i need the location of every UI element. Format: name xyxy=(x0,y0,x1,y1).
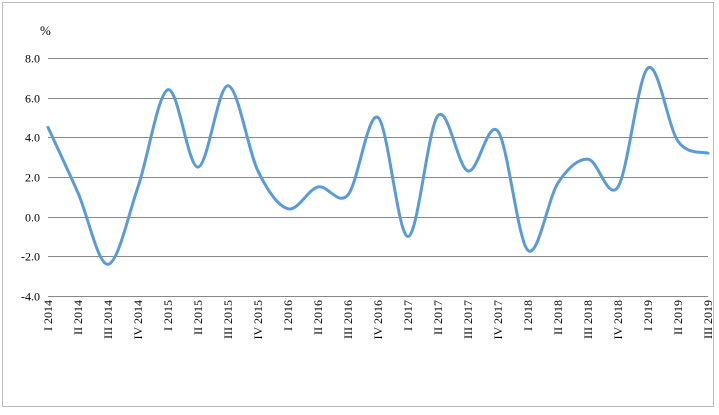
x-tick-label: I 2015 xyxy=(161,300,175,331)
x-tick-label: II 2014 xyxy=(71,300,85,335)
y-tick-label: -4.0 xyxy=(21,290,40,304)
x-tick-label: II 2016 xyxy=(311,300,325,335)
x-tick-label: IV 2015 xyxy=(251,300,265,339)
x-tick-label: IV 2018 xyxy=(611,300,625,339)
x-tick-label: III 2015 xyxy=(221,300,235,339)
x-tick-label: II 2017 xyxy=(431,300,445,335)
x-tick-label: I 2019 xyxy=(641,300,655,331)
x-tick-label: I 2018 xyxy=(521,300,535,331)
y-axis-tick-labels: -4.0 -2.0 0.0 2.0 4.0 6.0 8.0 xyxy=(21,52,40,304)
chart-frame xyxy=(2,2,714,407)
y-axis-unit-label: % xyxy=(40,23,51,38)
y-tick-label: -2.0 xyxy=(21,250,40,264)
series-lines xyxy=(46,66,710,266)
x-tick-label: III 2018 xyxy=(581,300,595,339)
y-tick-label: 6.0 xyxy=(25,92,40,106)
x-axis-tick-labels: I 2014 II 2014 III 2014 IV 2014 I 2015 II 201… xyxy=(41,300,715,339)
y-tick-label: 4.0 xyxy=(25,131,40,145)
x-tick-label: I 2017 xyxy=(401,300,415,331)
x-tick-label: I 2014 xyxy=(41,300,55,331)
gridlines xyxy=(48,58,708,297)
series-line xyxy=(46,66,710,266)
x-tick-label: IV 2014 xyxy=(131,300,145,339)
y-tick-label: 8.0 xyxy=(25,52,40,66)
x-tick-label: IV 2016 xyxy=(371,300,385,339)
y-tick-label: 0.0 xyxy=(25,211,40,225)
x-tick-label: III 2017 xyxy=(461,300,475,339)
x-tick-label: III 2014 xyxy=(101,300,115,339)
x-tick-label: II 2019 xyxy=(671,300,685,335)
x-tick-label: III 2016 xyxy=(341,300,355,339)
x-tick-label: IV 2017 xyxy=(491,300,505,339)
x-tick-label: II 2018 xyxy=(551,300,565,335)
x-tick-label: I 2016 xyxy=(281,300,295,331)
y-tick-label: 2.0 xyxy=(25,171,40,185)
x-tick-label: III 2019 xyxy=(701,300,715,339)
x-tick-label: II 2015 xyxy=(191,300,205,335)
